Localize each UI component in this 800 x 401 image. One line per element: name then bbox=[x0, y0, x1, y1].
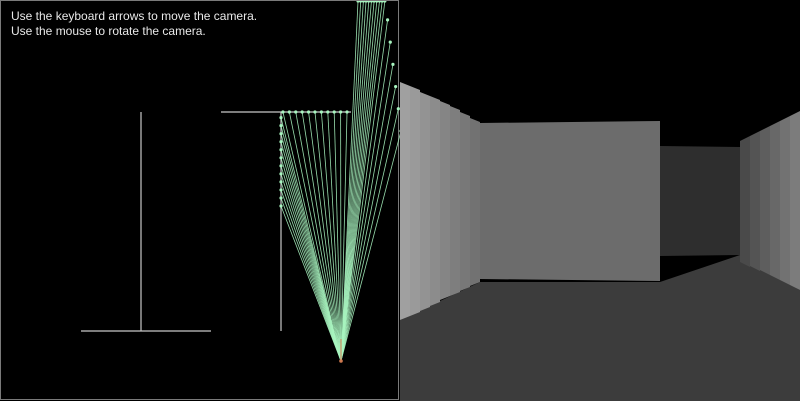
ray-hit-point bbox=[287, 110, 291, 114]
ray-hit-point bbox=[377, 1, 382, 3]
map-ray bbox=[280, 189, 342, 362]
map-ray bbox=[280, 181, 342, 362]
ray-hit-point bbox=[279, 164, 283, 168]
ray-hit-point bbox=[356, 1, 360, 3]
ray-hit-point bbox=[279, 132, 283, 136]
map-canvas[interactable] bbox=[1, 1, 400, 401]
ray-hit-point bbox=[394, 84, 398, 89]
camera-icon bbox=[339, 359, 343, 363]
ray-hit-point bbox=[281, 110, 285, 114]
map-ray bbox=[301, 111, 342, 362]
ray-hit-point bbox=[279, 188, 283, 192]
ray-hit-point bbox=[279, 124, 283, 128]
ray-hit-point bbox=[375, 1, 379, 3]
map-ray bbox=[340, 111, 348, 362]
map-ray bbox=[340, 108, 399, 362]
raycast-canvas[interactable] bbox=[400, 0, 800, 401]
map-ray bbox=[340, 1, 359, 362]
wall-strip bbox=[410, 86, 420, 316]
top-down-map[interactable]: Use the keyboard arrows to move the came… bbox=[0, 0, 400, 401]
ray-hit-point bbox=[279, 140, 283, 144]
instructions: Use the keyboard arrows to move the came… bbox=[11, 9, 257, 39]
wall-front bbox=[480, 121, 660, 281]
map-ray bbox=[340, 133, 400, 362]
map-ray bbox=[327, 111, 342, 362]
wall-strip bbox=[470, 118, 480, 286]
ray-hit-point bbox=[391, 62, 395, 66]
map-ray bbox=[340, 1, 364, 362]
ray-hit-point bbox=[332, 110, 336, 114]
floor bbox=[400, 255, 800, 401]
wall-strip bbox=[420, 92, 430, 311]
ray-hit-point bbox=[364, 1, 368, 3]
map-ray bbox=[340, 42, 391, 362]
map-ray bbox=[340, 86, 397, 362]
ray-hit-point bbox=[294, 110, 298, 114]
ray-hit-point bbox=[359, 1, 363, 3]
map-ray bbox=[282, 111, 342, 362]
map-ray bbox=[288, 111, 342, 362]
map-ray bbox=[340, 19, 388, 362]
ray-hit-point bbox=[345, 110, 349, 114]
ray-hit-point bbox=[383, 1, 387, 3]
ray-hit-point bbox=[279, 180, 283, 184]
ray-hit-point bbox=[339, 110, 343, 114]
ray-hit-point bbox=[385, 18, 390, 22]
ray-hit-point bbox=[369, 1, 374, 3]
first-person-view[interactable] bbox=[400, 0, 800, 401]
map-ray bbox=[340, 1, 383, 362]
ray-hit-point bbox=[279, 116, 283, 120]
map-ray bbox=[340, 1, 362, 362]
map-ray bbox=[340, 1, 367, 362]
map-ray bbox=[314, 111, 342, 362]
wall-strip bbox=[450, 106, 460, 296]
wall-strip bbox=[440, 101, 450, 300]
map-ray bbox=[280, 117, 342, 362]
wall-far bbox=[660, 146, 740, 256]
ray-hit-point bbox=[306, 110, 311, 114]
map-ray bbox=[340, 1, 378, 362]
ray-hit-point bbox=[367, 1, 371, 3]
wall-strip bbox=[430, 96, 440, 306]
wall-strip bbox=[750, 131, 760, 271]
ray-hit-point bbox=[279, 148, 283, 152]
ray-hit-point bbox=[313, 110, 317, 114]
map-ray bbox=[320, 111, 342, 362]
ray-hit-point bbox=[279, 204, 283, 208]
wall-strip bbox=[770, 121, 780, 280]
map-ray bbox=[340, 1, 380, 362]
ray-hit-point bbox=[372, 1, 376, 3]
wall-strip bbox=[400, 82, 410, 320]
map-ray bbox=[295, 111, 342, 362]
map-ray bbox=[280, 205, 342, 362]
ray-hit-point bbox=[361, 1, 365, 3]
ray-hit-point bbox=[326, 110, 330, 114]
map-ray bbox=[340, 1, 375, 362]
ray-hit-point bbox=[279, 172, 283, 176]
ray-hit-point bbox=[396, 107, 400, 111]
instruction-move: Use the keyboard arrows to move the came… bbox=[11, 9, 258, 23]
wall-strip bbox=[460, 112, 470, 291]
ray-hit-point bbox=[279, 196, 283, 200]
ray-hit-point bbox=[399, 129, 400, 133]
map-ray bbox=[340, 64, 394, 362]
ray-hit-point bbox=[319, 110, 323, 114]
wall-strip bbox=[740, 136, 750, 267]
wall-strip bbox=[790, 111, 800, 290]
map-ray bbox=[340, 1, 370, 362]
map-ray bbox=[280, 197, 342, 362]
map-ray bbox=[308, 111, 342, 362]
map-ray bbox=[340, 1, 386, 362]
ray-hit-point bbox=[300, 110, 304, 114]
wall-strip bbox=[780, 116, 790, 285]
instruction-rotate: Use the mouse to rotate the camera. bbox=[11, 24, 206, 38]
map-ray bbox=[333, 111, 342, 362]
map-ray bbox=[340, 1, 372, 362]
wall-strip bbox=[760, 126, 770, 275]
ray-hit-point bbox=[279, 156, 283, 160]
ray-hit-point bbox=[388, 40, 392, 44]
ray-hit-point bbox=[380, 1, 384, 3]
